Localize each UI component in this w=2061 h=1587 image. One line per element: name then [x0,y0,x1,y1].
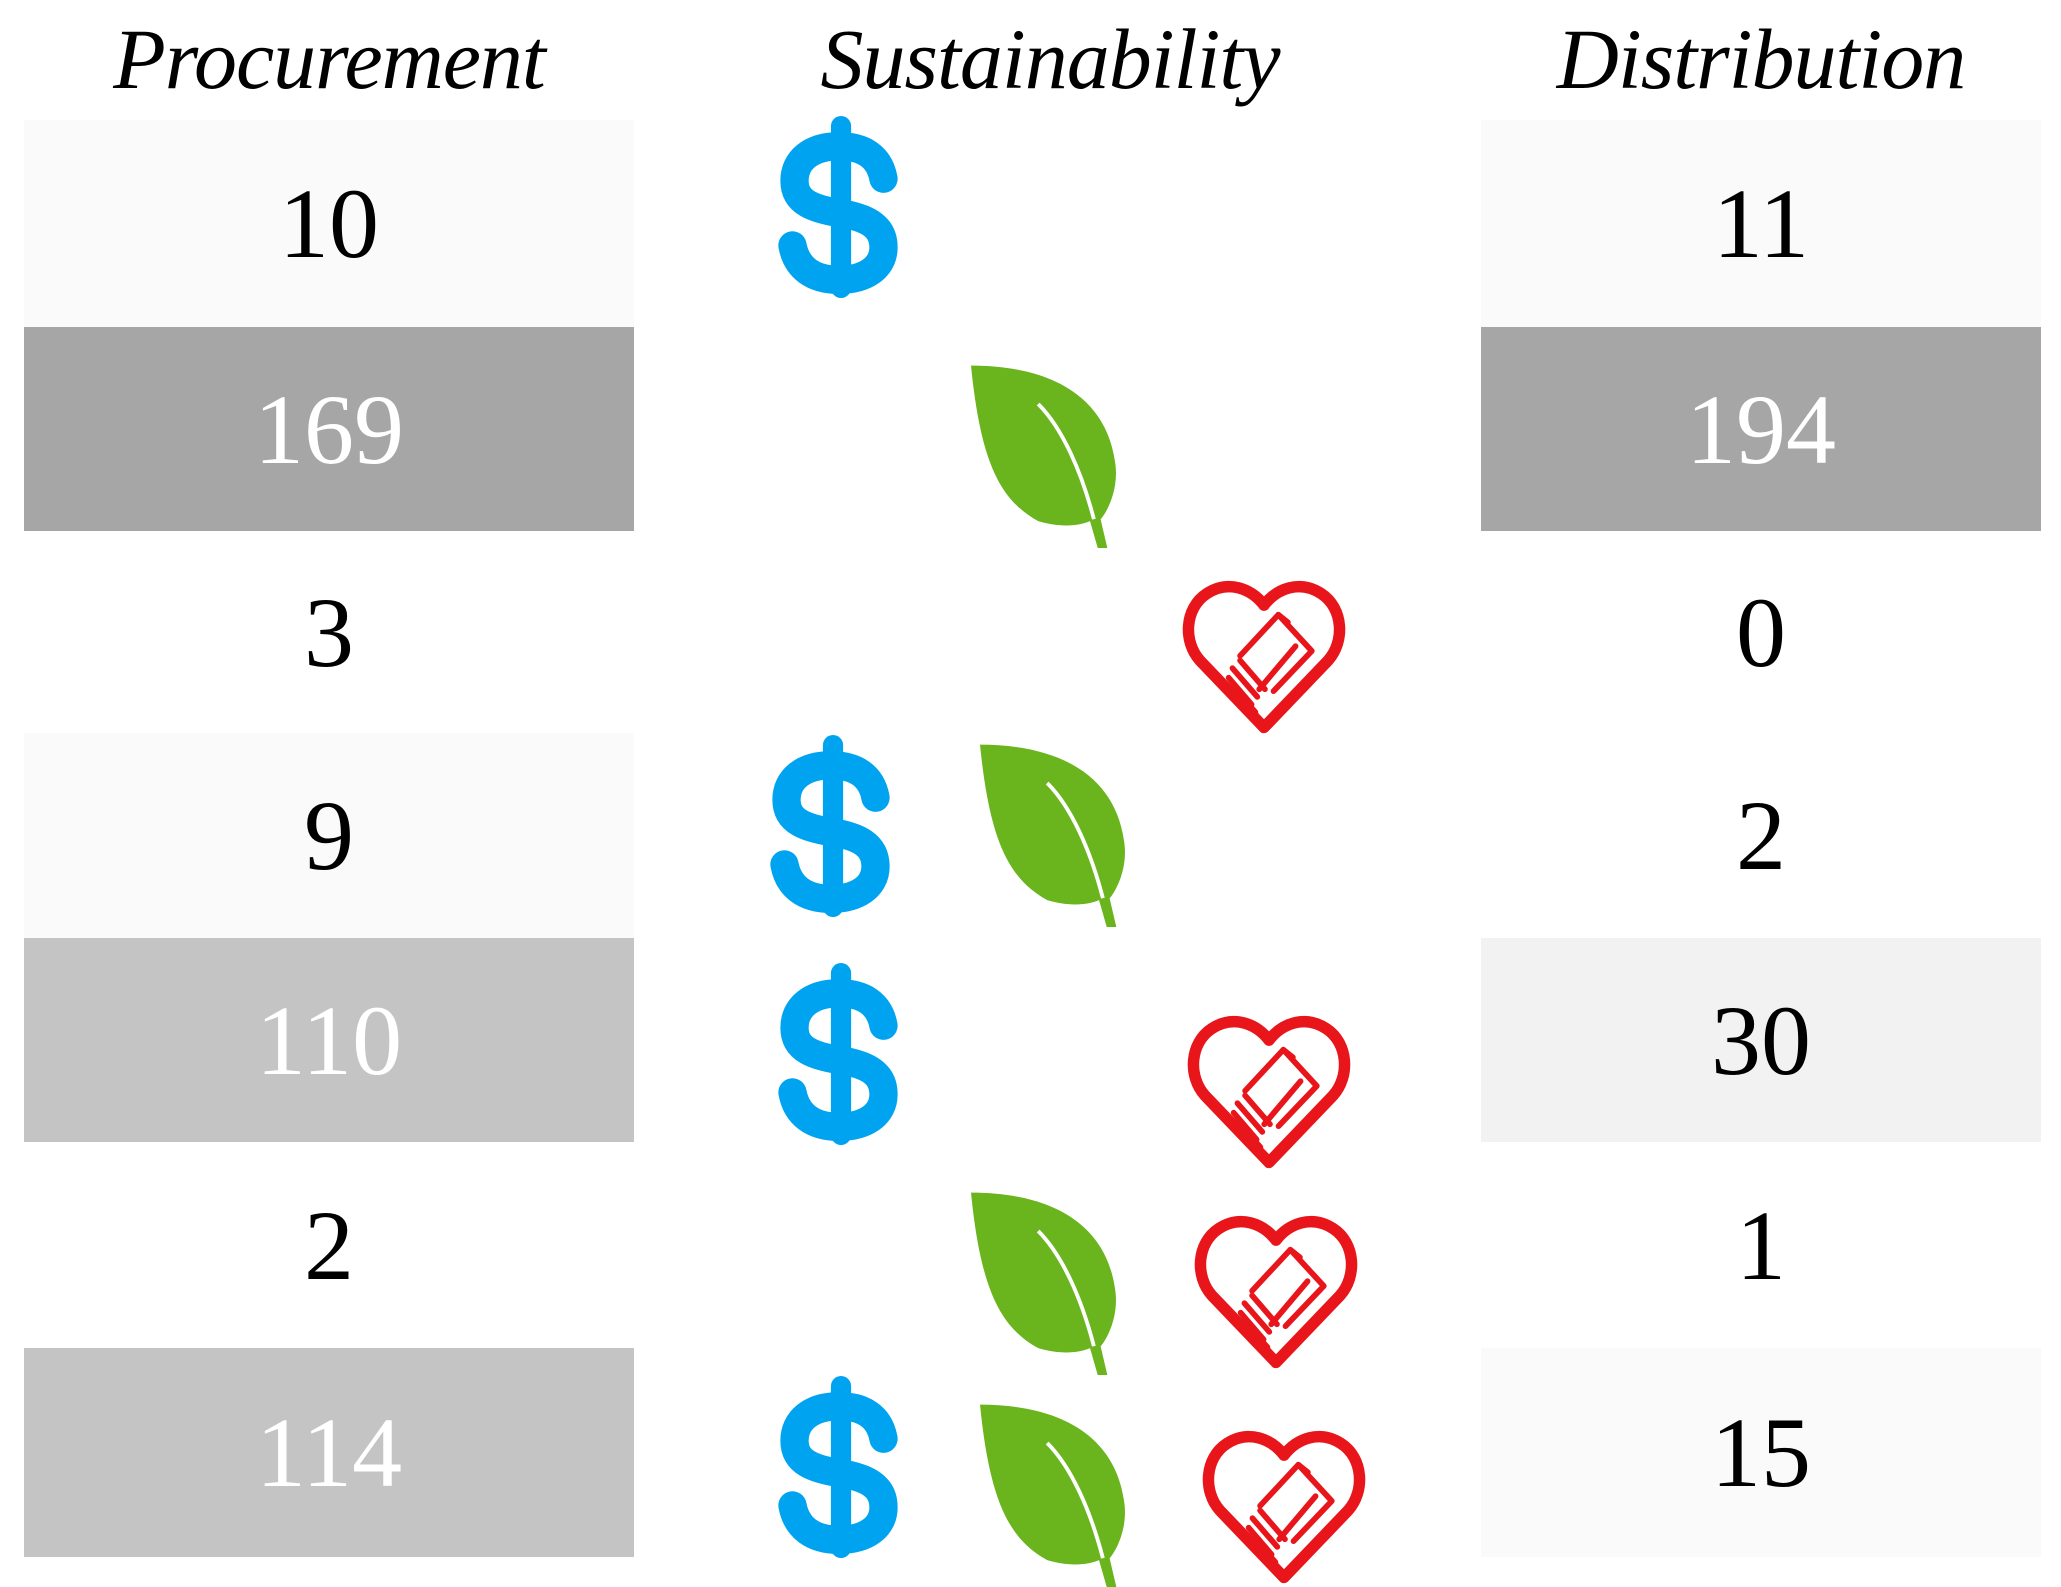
distribution-cell: 1 [1481,1142,2041,1348]
procurement-cell: 2 [24,1142,634,1348]
procurement-cell: 9 [24,733,634,938]
leaf-icon [968,1395,1136,1587]
procurement-cell: 10 [24,120,634,327]
dollar-icon [775,963,903,1145]
dollar-icon [775,1376,903,1558]
heart-handshake-icon [1180,565,1348,737]
leaf-icon [959,356,1127,548]
procurement-cell: 169 [24,327,634,531]
distribution-cell: 30 [1481,938,2041,1142]
sustainability-header: Sustainability [820,11,1281,107]
procurement-cell: 3 [24,531,634,733]
distribution-cell: 15 [1481,1348,2041,1557]
procurement-cell: 114 [24,1348,634,1557]
distribution-header: Distribution [1556,11,1967,107]
heart-handshake-icon [1192,1200,1360,1372]
distribution-cell: 2 [1481,733,2041,938]
leaf-icon [959,1183,1127,1375]
distribution-cell: 0 [1481,531,2041,733]
leaf-icon [968,735,1136,927]
heart-handshake-icon [1200,1415,1368,1587]
procurement-header: Procurement [113,11,546,107]
distribution-cell: 194 [1481,327,2041,531]
distribution-cell: 11 [1481,120,2041,327]
procurement-cell: 110 [24,938,634,1142]
heart-handshake-icon [1185,1000,1353,1172]
dollar-icon [775,116,903,298]
dollar-icon [767,735,895,917]
